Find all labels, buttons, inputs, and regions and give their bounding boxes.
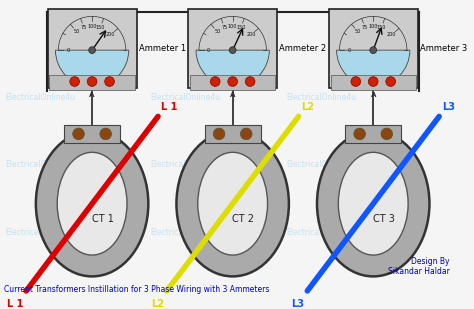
Text: Ammeter 3: Ammeter 3 — [420, 44, 467, 53]
Text: ElectricalOnline4u: ElectricalOnline4u — [150, 160, 220, 169]
Circle shape — [87, 77, 97, 87]
Circle shape — [351, 77, 361, 87]
FancyBboxPatch shape — [49, 75, 135, 90]
Wedge shape — [196, 50, 269, 87]
Circle shape — [228, 77, 237, 87]
Text: Design By
Sikandar Haldar: Design By Sikandar Haldar — [388, 257, 450, 276]
FancyBboxPatch shape — [345, 125, 401, 143]
Text: ElectricalOnline4u: ElectricalOnline4u — [5, 160, 75, 169]
Circle shape — [354, 128, 365, 140]
Circle shape — [105, 77, 114, 87]
Circle shape — [89, 47, 95, 53]
Wedge shape — [337, 50, 410, 87]
Text: Ammeter 2: Ammeter 2 — [279, 44, 326, 53]
Text: 100: 100 — [369, 23, 378, 29]
Text: L2: L2 — [301, 102, 314, 112]
Text: 0: 0 — [347, 48, 351, 53]
FancyBboxPatch shape — [188, 9, 277, 88]
Circle shape — [381, 128, 392, 140]
Text: CT 1: CT 1 — [91, 214, 113, 224]
Text: 75: 75 — [81, 25, 87, 30]
Circle shape — [229, 47, 236, 53]
Text: L 1: L 1 — [161, 102, 177, 112]
Ellipse shape — [57, 152, 127, 255]
Circle shape — [386, 77, 395, 87]
Text: Current Transformers Instillation for 3 Phase Wiring with 3 Ammeters: Current Transformers Instillation for 3 … — [4, 285, 269, 294]
FancyBboxPatch shape — [205, 125, 261, 143]
Text: ElectricalOnline4u: ElectricalOnline4u — [5, 93, 75, 102]
Circle shape — [210, 77, 220, 87]
Text: 50: 50 — [214, 29, 220, 34]
Text: 50: 50 — [73, 29, 80, 34]
Circle shape — [368, 77, 378, 87]
Text: CT 3: CT 3 — [373, 214, 395, 224]
Circle shape — [73, 128, 84, 140]
Text: 100: 100 — [87, 23, 97, 29]
Text: ElectricalOnline4u: ElectricalOnline4u — [286, 93, 356, 102]
Text: A: A — [371, 92, 376, 98]
Ellipse shape — [317, 131, 429, 276]
Ellipse shape — [198, 152, 267, 255]
Text: 100: 100 — [228, 23, 237, 29]
Text: 0: 0 — [207, 48, 210, 53]
Circle shape — [70, 77, 80, 87]
Text: A: A — [90, 92, 95, 98]
Text: 0: 0 — [66, 48, 70, 53]
Text: L3: L3 — [442, 102, 455, 112]
Text: Ammeter 1: Ammeter 1 — [138, 44, 186, 53]
Circle shape — [370, 47, 377, 53]
Text: CT 2: CT 2 — [232, 214, 254, 224]
Text: 75: 75 — [362, 25, 368, 30]
Text: 150: 150 — [377, 25, 386, 30]
Wedge shape — [55, 50, 129, 87]
Text: ElectricalOnline4u: ElectricalOnline4u — [286, 160, 356, 169]
Text: 50: 50 — [355, 29, 361, 34]
Text: A: A — [230, 92, 236, 98]
Text: 200: 200 — [106, 32, 115, 37]
Ellipse shape — [338, 152, 408, 255]
FancyBboxPatch shape — [328, 9, 418, 88]
Text: L2: L2 — [151, 299, 164, 309]
Circle shape — [100, 128, 111, 140]
FancyBboxPatch shape — [47, 9, 137, 88]
Circle shape — [213, 128, 225, 140]
FancyBboxPatch shape — [330, 75, 416, 90]
Ellipse shape — [36, 131, 148, 276]
Text: ElectricalOnline4u: ElectricalOnline4u — [286, 228, 356, 237]
Text: 200: 200 — [246, 32, 256, 37]
Ellipse shape — [176, 131, 289, 276]
Text: 150: 150 — [236, 25, 246, 30]
Text: 200: 200 — [387, 32, 396, 37]
FancyBboxPatch shape — [64, 125, 120, 143]
Text: L3: L3 — [292, 299, 304, 309]
Text: L 1: L 1 — [7, 299, 23, 309]
FancyBboxPatch shape — [190, 75, 275, 90]
Text: ElectricalOnline4u: ElectricalOnline4u — [5, 228, 75, 237]
Text: 150: 150 — [96, 25, 105, 30]
Circle shape — [245, 77, 255, 87]
Text: 75: 75 — [221, 25, 228, 30]
Text: ElectricalOnline4u: ElectricalOnline4u — [150, 228, 220, 237]
Text: ElectricalOnline4u: ElectricalOnline4u — [150, 93, 220, 102]
Circle shape — [240, 128, 252, 140]
